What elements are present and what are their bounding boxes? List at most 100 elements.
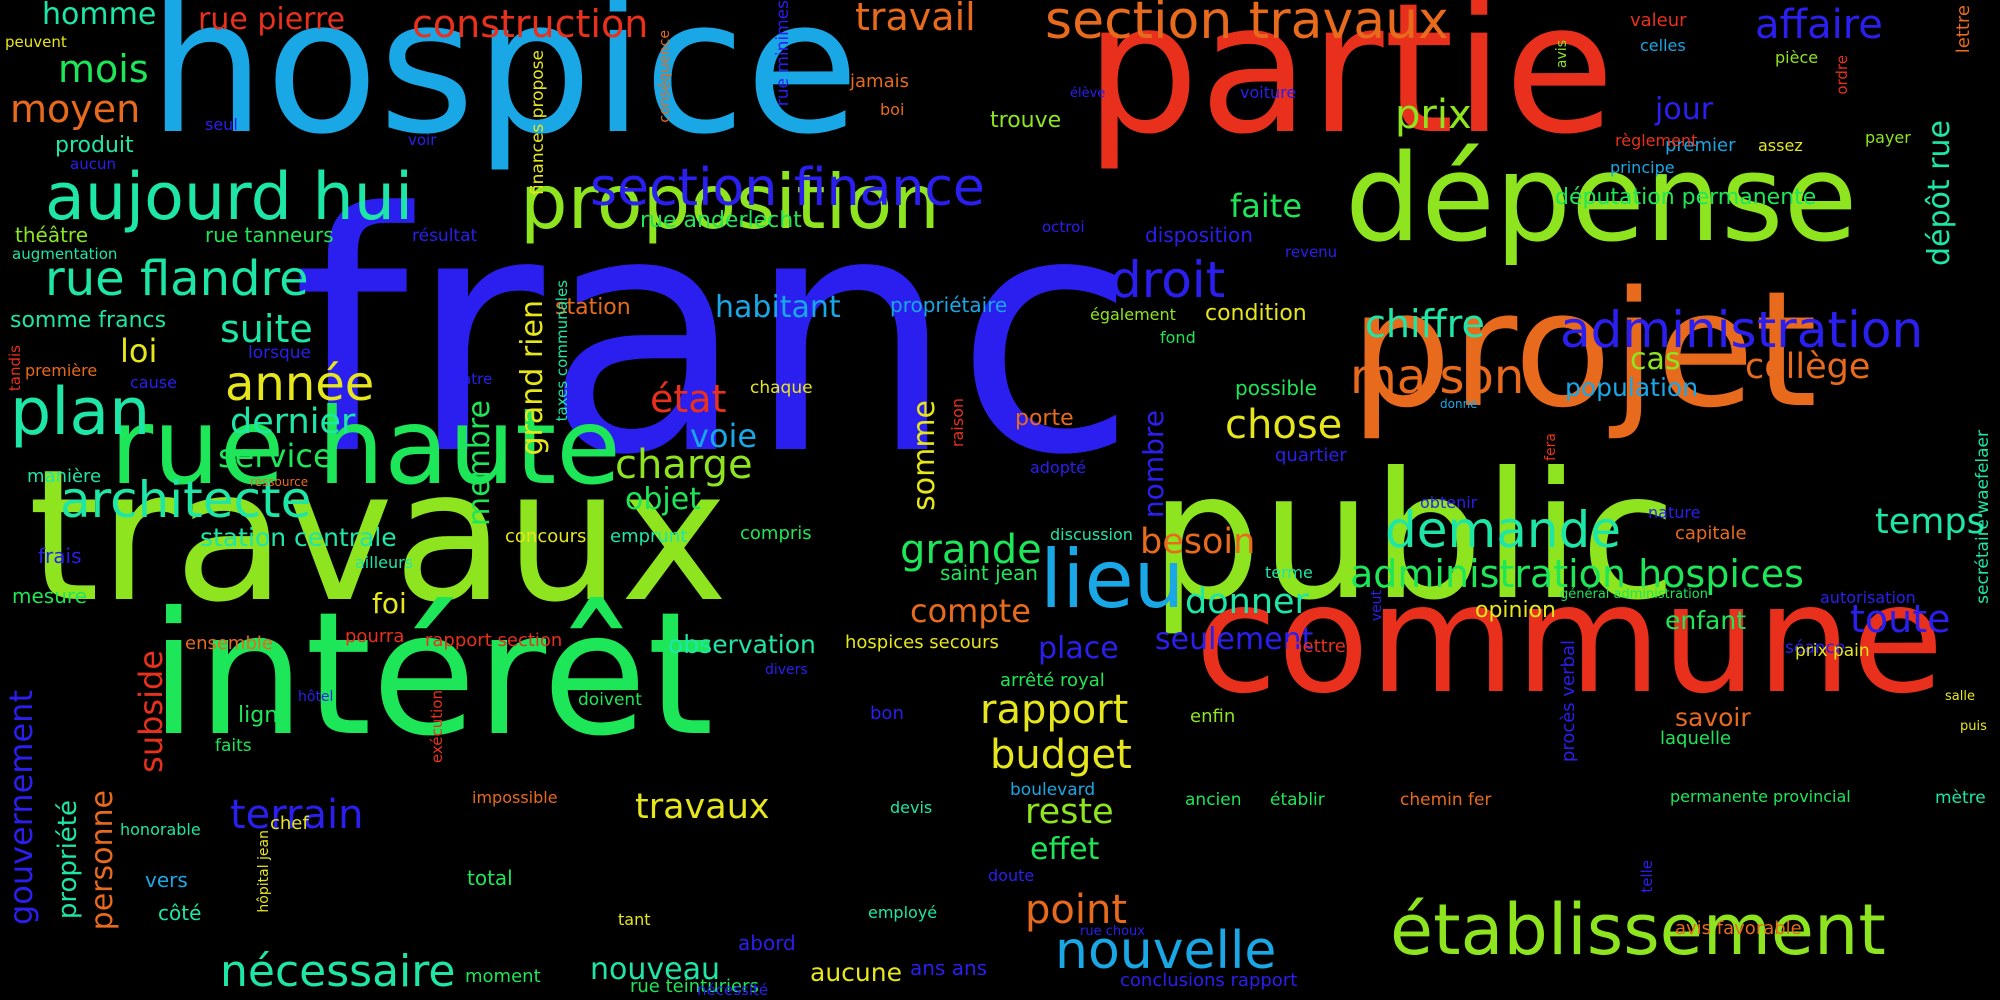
cloud-word: boi [880,100,905,119]
cloud-word: droit [1110,251,1226,309]
cloud-word: intérêt [150,576,714,774]
cloud-word: savoir [1675,703,1751,732]
cloud-word: boulevard [1010,780,1096,800]
cloud-word: tant [618,910,651,929]
cloud-word: rue teinturiers [630,976,759,997]
cloud-word: trouve [990,108,1062,133]
cloud-word: octroi [1042,218,1085,236]
cloud-word: assez [1758,136,1803,155]
cloud-word: seulement [1155,622,1314,657]
cloud-word: homme [42,0,157,32]
cloud-word: pièce [1775,48,1819,67]
cloud-word: payer [1865,128,1911,147]
cloud-word: terrain [230,792,364,838]
cloud-word: grande [900,527,1042,573]
cloud-word: mètre [1935,788,1986,808]
cloud-word: proposition [520,158,940,246]
cloud-word: frais [38,544,82,568]
cloud-word: membre [462,400,497,527]
cloud-word: rue tanneurs [205,223,334,247]
cloud-word: compris [740,523,812,544]
cloud-word: mettre [1285,636,1346,657]
cloud-word: impossible [472,788,558,807]
cloud-word: gouvernement [2,690,40,926]
cloud-word: voiture [1240,83,1297,102]
cloud-word: possible [1235,376,1317,400]
cloud-word: abord [738,931,796,955]
cloud-word: enfin [1190,706,1236,727]
cloud-word: grand rien [515,300,550,456]
cloud-word: demande [1385,501,1622,559]
cloud-word: hôpital jean [256,830,272,913]
cloud-word: population [1565,373,1699,402]
cloud-word: nécessité [697,981,769,999]
cloud-word: honorable [120,820,201,839]
cloud-word: ancien [1185,790,1242,810]
cloud-word: moyen [10,87,141,131]
cloud-word: rue flandre [45,251,309,307]
cloud-word: telle [1638,860,1656,893]
cloud-word: porte [1015,406,1074,431]
cloud-word: faits [215,736,252,756]
cloud-word: mois [58,47,149,91]
cloud-word: hospices secours [845,632,999,653]
cloud-word: aucun [70,155,116,173]
cloud-word: propriété [53,800,83,920]
cloud-word: loi [120,332,158,370]
cloud-word: travaux [28,430,729,642]
cloud-word: compte [910,592,1031,630]
cloud-word: dernier [230,402,356,442]
cloud-word: concours [505,526,587,547]
cloud-word: doivent [578,690,642,710]
cloud-word: exécution [428,690,446,764]
cloud-word: collège [1745,347,1871,387]
cloud-word: emprunt [610,526,688,547]
cloud-word: revenu [1285,243,1338,261]
cloud-word: saint jean [940,561,1038,585]
cloud-word: affaire [1755,2,1883,48]
cloud-word: principe [1610,158,1675,177]
cloud-word: fond [1160,328,1196,347]
cloud-word: celles [1640,36,1686,55]
cloud-word: rue choux [1080,924,1145,939]
cloud-word: ligne [238,703,292,728]
cloud-word: ailleurs [355,553,414,572]
cloud-word: aucune [810,958,902,987]
cloud-word: raison [948,398,967,448]
cloud-word: objet [625,482,701,517]
cloud-word: employé [868,903,938,922]
cloud-word: somme francs [10,308,167,333]
cloud-word: dépôt rue [1922,120,1957,267]
cloud-word: rue haute [110,386,621,508]
cloud-word: lieu [1040,533,1185,626]
cloud-word: puis [1960,719,1987,734]
cloud-word: faite [1230,187,1302,225]
cloud-word: donne [1440,397,1478,411]
cloud-word: chose [1225,402,1343,448]
cloud-word: chef [270,813,309,834]
cloud-word: architecte [60,471,312,529]
cloud-word: aujourd hui [45,160,414,235]
cloud-word: secrétaire waefelaer [1973,430,1993,604]
cloud-word: veut [1369,590,1385,622]
cloud-word: reste [1025,792,1114,832]
cloud-word: augmentation [12,245,118,263]
cloud-word: devis [890,798,933,817]
cloud-word: nature [1648,503,1701,522]
cloud-word: service [218,437,333,475]
cloud-word: ensemble [185,633,273,654]
cloud-word: côté [158,901,202,925]
cloud-word: quatre [443,370,493,388]
cloud-word: partie [1085,0,1615,174]
cloud-word: suite [220,307,313,351]
cloud-word: franc [292,143,1137,527]
cloud-word: finances propose [528,50,548,196]
cloud-word: projet [1350,256,1818,443]
cloud-word: point [1025,887,1128,933]
cloud-word: général administration [1560,587,1708,602]
cloud-word: hôtel [298,689,334,705]
cloud-word: effet [1030,832,1100,867]
cloud-word: vers [145,868,188,892]
cloud-word: besoin [1140,522,1256,562]
